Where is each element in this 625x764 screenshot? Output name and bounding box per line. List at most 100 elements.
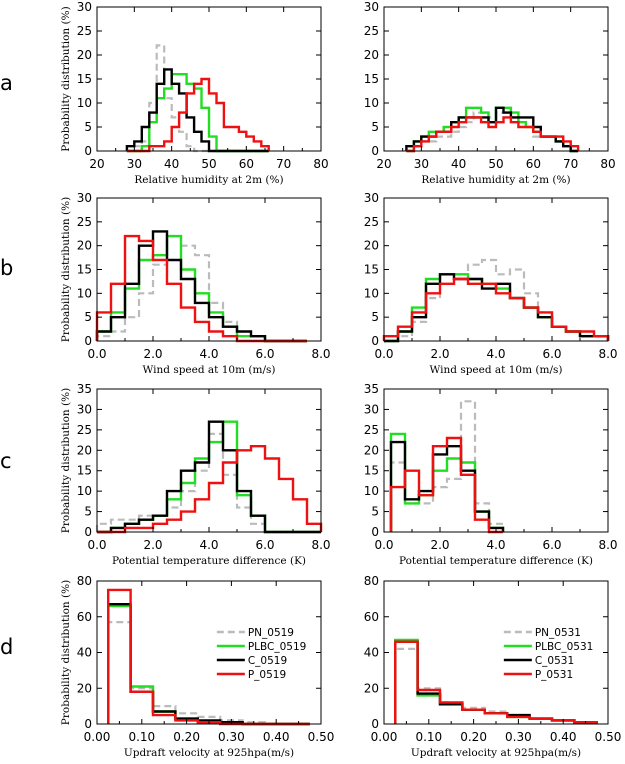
x-tick-label: 2.0 bbox=[430, 538, 449, 552]
y-tick-label: 30 bbox=[364, 0, 379, 14]
y-tick-label: 40 bbox=[77, 646, 92, 660]
x-tick-label: 4.0 bbox=[486, 538, 505, 552]
y-tick-label: 80 bbox=[364, 574, 379, 588]
x-tick-label: 0.0 bbox=[374, 538, 393, 552]
x-tick-label: 0.20 bbox=[173, 730, 200, 744]
series-line-plbc bbox=[406, 106, 579, 153]
y-tick-label: 60 bbox=[77, 610, 92, 624]
x-tick-label: 0.10 bbox=[128, 730, 155, 744]
y-tick-label: 0 bbox=[371, 525, 379, 539]
y-tick-label: 30 bbox=[77, 191, 92, 205]
series-line-c bbox=[97, 420, 321, 534]
y-tick-label: 25 bbox=[364, 215, 379, 229]
x-tick-label: 70 bbox=[276, 157, 291, 171]
x-tick-label: 0.00 bbox=[371, 730, 398, 744]
y-tick-label: 15 bbox=[364, 464, 379, 478]
x-tick-label: 70 bbox=[563, 157, 578, 171]
y-tick-label: 20 bbox=[77, 681, 92, 695]
y-tick-label: 25 bbox=[77, 215, 92, 229]
x-tick-label: 0.0 bbox=[87, 347, 106, 361]
legend: PN_0519 PLBC_0519 C_0519 P_0519 bbox=[216, 627, 307, 681]
y-tick-label: 25 bbox=[364, 423, 379, 437]
y-tick-label: 60 bbox=[364, 610, 379, 624]
y-tick-label: 30 bbox=[77, 402, 92, 416]
y-tick-label: 0 bbox=[371, 717, 379, 731]
x-tick-label: 0.50 bbox=[595, 730, 622, 744]
y-tick-label: 0 bbox=[371, 144, 379, 158]
x-tick-label: 30 bbox=[414, 157, 429, 171]
y-tick-label: 25 bbox=[77, 24, 92, 38]
y-tick-label: 5 bbox=[371, 505, 379, 519]
y-tick-label: 0 bbox=[84, 717, 92, 731]
y-tick-label: 10 bbox=[364, 96, 379, 110]
x-tick-label: 6.0 bbox=[255, 347, 274, 361]
y-axis-label: Probability distribution (%) bbox=[60, 580, 72, 725]
y-tick-label: 15 bbox=[77, 263, 92, 277]
y-axis-label: Probability distribution (%) bbox=[60, 6, 72, 151]
x-axis-label: Updraft velocity at 925hpa(m/s) bbox=[411, 747, 581, 759]
legend-label-pn: PN_0531 bbox=[535, 627, 581, 639]
x-tick-label: 0.30 bbox=[218, 730, 245, 744]
x-axis-label: Potential temperature difference (K) bbox=[399, 555, 593, 567]
chart-panel: 0.00 0.10 0.20 0.30 0.40 0.50 0 20 40 60 80 Updraft… bbox=[364, 574, 622, 759]
x-tick-label: 30 bbox=[127, 157, 142, 171]
x-tick-label: 6.0 bbox=[542, 347, 561, 361]
x-tick-label: 2.0 bbox=[430, 347, 449, 361]
x-tick-label: 0.0 bbox=[374, 347, 393, 361]
y-axis-label: Probability distribution (%) bbox=[60, 197, 72, 342]
x-tick-label: 0.40 bbox=[263, 730, 290, 744]
x-tick-label: 8.0 bbox=[311, 347, 330, 361]
x-tick-label: 0.10 bbox=[415, 730, 442, 744]
y-tick-label: 0 bbox=[84, 334, 92, 348]
x-tick-label: 0.00 bbox=[84, 730, 111, 744]
y-tick-label: 0 bbox=[84, 525, 92, 539]
series-line-pn bbox=[126, 44, 269, 153]
y-tick-label: 25 bbox=[77, 423, 92, 437]
y-tick-label: 25 bbox=[364, 24, 379, 38]
legend-label-c: C_0519 bbox=[248, 655, 287, 667]
chart-panel: 20 30 40 50 60 70 80 0 5 10 15 20 25 30 Relative humid… bbox=[364, 0, 616, 186]
x-tick-label: 0.40 bbox=[550, 730, 577, 744]
x-tick-label: 4.0 bbox=[486, 347, 505, 361]
y-tick-label: 10 bbox=[77, 484, 92, 498]
y-tick-label: 5 bbox=[371, 310, 379, 324]
x-axis-label: Updraft velocity at 925hpa(m/s) bbox=[124, 747, 294, 759]
series-line-p bbox=[406, 116, 580, 153]
series-line-c bbox=[405, 106, 579, 153]
series-line-p bbox=[382, 277, 610, 341]
y-axis-label: Probability distribution (%) bbox=[60, 388, 72, 533]
legend-label-c: C_0531 bbox=[535, 655, 574, 667]
series-line-pn bbox=[95, 432, 321, 534]
x-tick-label: 2.0 bbox=[143, 538, 162, 552]
x-tick-label: 80 bbox=[313, 157, 328, 171]
series-line-c bbox=[95, 230, 307, 343]
series-line-plbc bbox=[95, 234, 307, 343]
y-tick-label: 5 bbox=[371, 120, 379, 134]
x-tick-label: 60 bbox=[526, 157, 541, 171]
legend-label-plbc: PLBC_0519 bbox=[248, 641, 307, 653]
chart-panel: 0.00 0.10 0.20 0.30 0.40 0.50 0 20 40 60 80 Updraft… bbox=[60, 574, 334, 759]
y-tick-label: 20 bbox=[77, 443, 92, 457]
y-tick-label: 20 bbox=[77, 239, 92, 253]
y-tick-label: 5 bbox=[84, 120, 92, 134]
y-tick-label: 0 bbox=[371, 334, 379, 348]
y-tick-label: 30 bbox=[364, 402, 379, 416]
y-tick-label: 10 bbox=[77, 286, 92, 300]
series-line-p bbox=[389, 436, 503, 534]
y-tick-label: 0 bbox=[84, 144, 92, 158]
series-line-p bbox=[394, 640, 598, 724]
y-tick-label: 20 bbox=[364, 443, 379, 457]
y-tick-label: 5 bbox=[84, 310, 92, 324]
x-tick-label: 0.30 bbox=[505, 730, 532, 744]
chart-panel: 0.0 2.0 4.0 6.0 8.0 0 5 10 15 20 25 30 35 Potential t… bbox=[60, 382, 331, 567]
legend-label-p: P_0531 bbox=[535, 669, 573, 681]
row-letter-a: a bbox=[0, 71, 13, 95]
x-axis-label: Relative humidity at 2m (%) bbox=[134, 174, 283, 186]
x-tick-label: 8.0 bbox=[311, 538, 330, 552]
plot-frame bbox=[383, 6, 609, 152]
legend-label-p: P_0519 bbox=[248, 669, 286, 681]
x-tick-label: 6.0 bbox=[542, 538, 561, 552]
y-tick-label: 35 bbox=[364, 382, 379, 396]
